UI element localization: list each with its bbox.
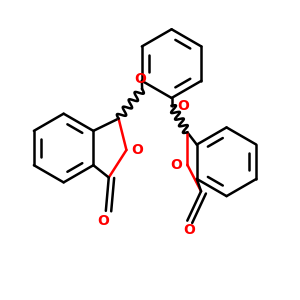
Text: O: O	[97, 214, 109, 228]
Text: O: O	[177, 99, 189, 113]
Text: O: O	[183, 224, 195, 238]
Text: O: O	[131, 143, 143, 157]
Text: O: O	[134, 72, 146, 86]
Text: O: O	[171, 158, 182, 172]
